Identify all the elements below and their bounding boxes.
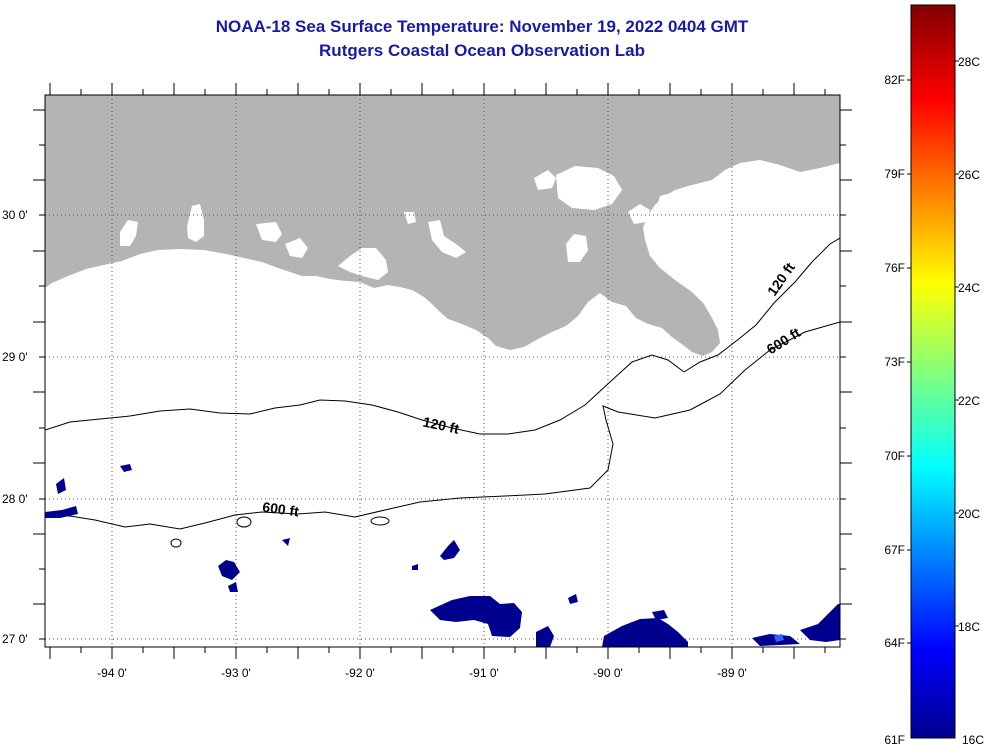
lon-label-89: -89 0' (717, 666, 747, 680)
contour-loop (370, 516, 390, 526)
colorbar-f-ticks (907, 79, 911, 644)
lake (285, 238, 308, 258)
contour-120ft-west (45, 354, 685, 435)
cold-patch (56, 478, 66, 494)
colorbar-label-16c: 16C (962, 733, 984, 747)
cold-patch (45, 506, 78, 518)
cold-patch (228, 582, 238, 592)
cold-patch (652, 610, 668, 620)
colorbar-label-22c: 22C (958, 394, 980, 408)
lake (256, 222, 282, 242)
cold-patch (412, 564, 418, 570)
graticule (45, 95, 840, 647)
colorbar-label-79f: 79F (884, 167, 905, 181)
contour-label-600ft-west: 600 ft (261, 499, 300, 520)
colorbar-label-26c: 26C (958, 168, 980, 182)
cold-patch (120, 464, 132, 472)
lake (428, 220, 466, 258)
contour-600ft (45, 321, 840, 530)
map-border (44, 94, 841, 648)
lake (120, 220, 138, 246)
bottom-ticks (49, 647, 826, 659)
lake (338, 248, 388, 280)
lake (187, 204, 204, 242)
lake (534, 170, 556, 190)
lake (566, 234, 588, 262)
chart-title: NOAA-18 Sea Surface Temperature: Novembe… (215, 17, 749, 36)
lake (628, 204, 650, 224)
colorbar-label-67f: 67F (884, 543, 905, 557)
cold-patch (602, 618, 688, 647)
cold-patch (568, 594, 578, 604)
cold-patch (440, 540, 460, 560)
lon-label-92: -92 0' (345, 666, 375, 680)
colorbar-label-64f: 64F (884, 636, 905, 650)
cold-patch (282, 538, 290, 546)
lake (650, 190, 716, 252)
cold-patch (800, 604, 840, 642)
lat-label-28: 28 0' (2, 492, 28, 506)
contour-120ft-east (683, 237, 840, 373)
left-ticks (33, 109, 45, 640)
top-ticks (49, 83, 826, 95)
lat-label-29: 29 0' (2, 350, 28, 364)
contour-label-120ft-west: 120 ft (421, 413, 460, 436)
contour-loop (170, 538, 182, 548)
colorbar-label-28c: 28C (958, 55, 980, 69)
colorbar-label-82f: 82F (884, 73, 905, 87)
lon-label-93: -93 0' (221, 666, 251, 680)
lon-label-91: -91 0' (469, 666, 499, 680)
lake (556, 166, 622, 210)
cold-patch (218, 560, 240, 580)
land-mass (45, 95, 840, 356)
right-ticks (840, 109, 852, 640)
colorbar-label-61f: 61F (884, 733, 905, 747)
contour-loop (236, 516, 252, 528)
colorbar-label-24c: 24C (958, 281, 980, 295)
colorbar (910, 4, 956, 739)
cold-patch (430, 596, 522, 637)
colorbar-label-73f: 73F (884, 355, 905, 369)
lon-label-90: -90 0' (593, 666, 623, 680)
slightly-warmer-patch (774, 634, 784, 642)
colorbar-label-18c: 18C (958, 620, 980, 634)
lon-label-94: -94 0' (97, 666, 127, 680)
lat-label-27: 27 0' (2, 632, 28, 646)
lat-label-30: 30 0' (2, 208, 28, 222)
colorbar-label-20c: 20C (958, 507, 980, 521)
chart-subtitle: Rutgers Coastal Ocean Observation Lab (319, 41, 645, 60)
colorbar-label-76f: 76F (884, 261, 905, 275)
colorbar-c-ticks (955, 60, 959, 627)
cold-patch (536, 626, 554, 647)
colorbar-label-70f: 70F (884, 449, 905, 463)
